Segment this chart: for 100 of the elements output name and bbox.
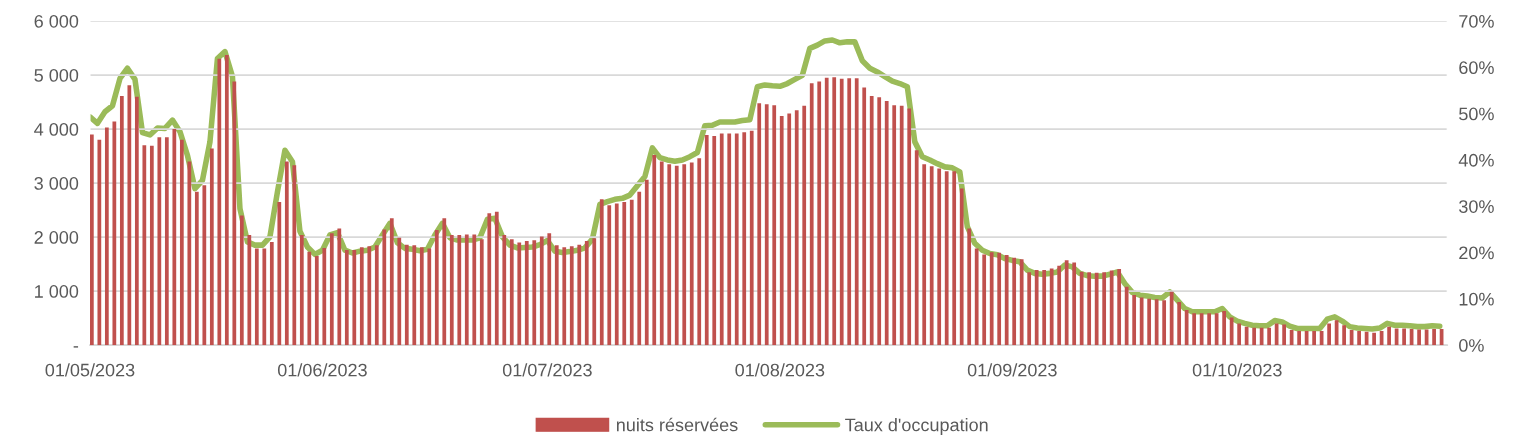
bar [494, 211, 499, 346]
bar [194, 191, 199, 346]
bar [614, 203, 619, 346]
y-tick-label: 2 000 [34, 231, 79, 244]
bar [862, 87, 867, 346]
bar [1147, 298, 1152, 346]
bar [779, 116, 784, 346]
bar [832, 77, 837, 346]
bar [1027, 272, 1032, 346]
bar [337, 228, 342, 346]
bar [1237, 323, 1242, 346]
x-tick-label: 01/06/2023 [277, 363, 367, 377]
bar [254, 248, 259, 346]
bar [187, 161, 192, 346]
bar [1297, 331, 1301, 346]
x-tick-label: 01/08/2023 [735, 363, 825, 377]
bar [1072, 262, 1077, 346]
bar [1207, 313, 1212, 346]
y-tick-label: 3 000 [34, 177, 79, 190]
bar [1289, 330, 1294, 346]
bar [262, 248, 267, 346]
bar [119, 96, 124, 346]
legend-label: nuits réservées [616, 417, 738, 432]
bar [727, 133, 732, 346]
bar [877, 97, 882, 346]
bar [1042, 270, 1047, 346]
bar [742, 132, 747, 346]
bar [899, 105, 904, 346]
bar [622, 201, 627, 346]
bar [1222, 311, 1227, 346]
bar [712, 136, 717, 346]
bar [1012, 257, 1017, 346]
bar [637, 191, 642, 346]
bar [217, 58, 222, 346]
bar [487, 213, 492, 346]
y-tick-label: - [73, 346, 79, 348]
bar [674, 165, 679, 346]
bar [869, 96, 874, 346]
bar [577, 244, 582, 346]
bar [434, 230, 439, 346]
bar [944, 171, 949, 346]
bar [502, 234, 507, 346]
bar [1214, 313, 1219, 346]
bar [644, 179, 649, 346]
bar [1132, 294, 1137, 346]
bar [914, 150, 919, 346]
bar [719, 133, 724, 346]
bar [1064, 260, 1069, 346]
bar [277, 201, 282, 346]
bar [172, 129, 177, 346]
bar [569, 246, 574, 346]
bar [472, 234, 477, 346]
bar [179, 139, 184, 346]
bar [367, 246, 372, 346]
bar [554, 245, 559, 346]
bar [757, 103, 762, 346]
bar [209, 148, 214, 346]
x-tick-label: 01/09/2023 [967, 363, 1057, 377]
bar [599, 199, 604, 346]
bar [802, 105, 807, 346]
bar [952, 171, 957, 346]
bar [247, 234, 252, 346]
bar [607, 205, 612, 346]
bar [562, 247, 567, 346]
bar [1267, 327, 1272, 346]
bar [404, 244, 409, 346]
bar [734, 133, 739, 346]
bar [884, 100, 889, 346]
bar [1244, 326, 1249, 346]
bar [892, 105, 897, 346]
bar [359, 247, 364, 346]
bar [509, 239, 514, 346]
bar [457, 234, 462, 346]
bar [517, 242, 522, 346]
bar [1049, 268, 1054, 346]
bar [142, 145, 147, 346]
bar [314, 256, 319, 346]
bar [157, 137, 162, 346]
bar [89, 134, 94, 346]
bar [307, 251, 312, 346]
bar [1312, 331, 1316, 346]
legend-label: Taux d'occupation [845, 418, 988, 435]
bar [389, 218, 394, 346]
bar [322, 247, 327, 346]
bar [224, 55, 229, 346]
y2-tick-label: 0% [1459, 339, 1484, 352]
bar [1109, 270, 1114, 346]
bar [1184, 310, 1189, 346]
bar [427, 248, 432, 346]
bar [464, 234, 469, 346]
bar [269, 241, 274, 346]
bar [824, 77, 829, 346]
bar [397, 237, 402, 346]
bar [629, 199, 634, 346]
bar [112, 121, 117, 346]
bar [239, 215, 244, 346]
bar [1259, 327, 1264, 346]
bar [1057, 265, 1062, 346]
y2-tick-label: 50% [1459, 107, 1494, 121]
bar [449, 234, 454, 346]
